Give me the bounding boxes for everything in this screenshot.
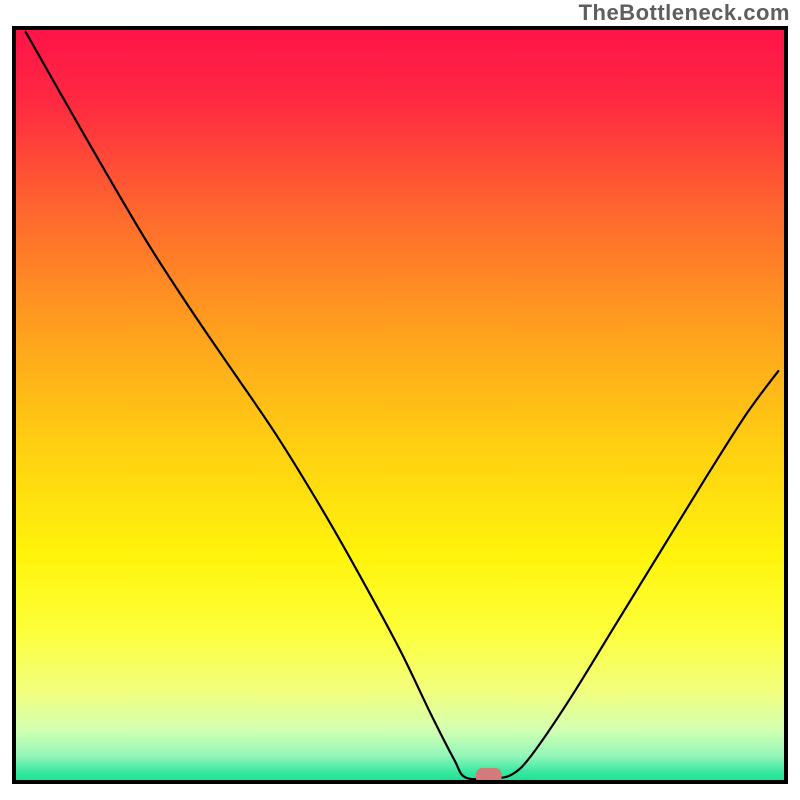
watermark-text: TheBottleneck.com: [579, 0, 790, 26]
chart-container: TheBottleneck.com: [0, 0, 800, 800]
bottleneck-chart: [0, 0, 800, 800]
chart-background: [14, 28, 786, 782]
